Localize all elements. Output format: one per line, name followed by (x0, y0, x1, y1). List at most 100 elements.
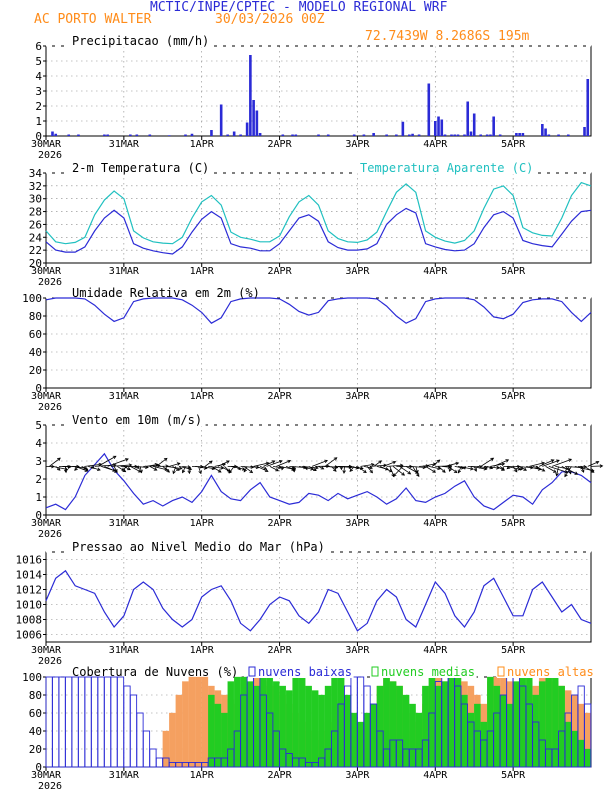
cloud-bar-1 (337, 676, 345, 768)
y-tick-label: 24 (29, 231, 43, 244)
cloud-bar-1 (474, 703, 481, 768)
wind-arrow-head (243, 468, 247, 473)
precip-bar (401, 121, 405, 136)
y-tick-label: 0 (35, 509, 42, 522)
title-bg (70, 34, 213, 47)
x-tick-label: 31MAR (109, 139, 140, 150)
precip-bar (417, 134, 421, 136)
wind-arrow-head (457, 469, 462, 474)
wind-arrow (529, 462, 545, 467)
x-tick-label: 5APR (501, 139, 526, 150)
precip-bar (103, 134, 106, 136)
wind-arrow (107, 458, 129, 467)
wind-arrow-head (278, 465, 282, 470)
wind-arrow (448, 466, 458, 473)
y-tick-label: 100 (22, 292, 42, 305)
precip-bar (395, 134, 398, 136)
x-tick-label: 3APR (345, 266, 370, 277)
precip-bar (281, 134, 285, 136)
cloud-bar-1 (454, 676, 462, 768)
wind-arrow (113, 466, 118, 473)
wind-arrow (208, 466, 224, 469)
y-tick-label: 80 (29, 689, 42, 702)
cloud-bar-1 (240, 676, 248, 768)
wind-arrow-head (371, 462, 375, 467)
page-title: MCTIC/INPE/CPTEC - MODELO REGIONAL WRF (150, 0, 448, 15)
wind-arrow (438, 466, 446, 473)
cloud-bar-0 (188, 676, 196, 768)
y-tick-label: 3 (35, 85, 42, 98)
wind-arrow (182, 466, 186, 473)
y-tick-label: 32 (29, 180, 42, 193)
legend-swatch (248, 666, 256, 677)
title-bg (70, 540, 328, 553)
legend-bg (371, 665, 477, 678)
series-line (45, 452, 592, 511)
x-year-label: 2026 (38, 781, 62, 792)
wind-arrow-head (416, 473, 420, 478)
cloud-bar-1 (396, 685, 403, 768)
wind-arrow-head (342, 470, 346, 474)
wind-arrow (334, 466, 352, 468)
wind-arrow (228, 466, 235, 474)
x-tick-label: 3APR (345, 391, 370, 402)
cloud-bar-1 (350, 712, 358, 768)
y-tick-label: 22 (29, 244, 42, 257)
wind-arrow (121, 466, 128, 471)
precip-bar (557, 134, 560, 136)
x-tick-label: 1APR (190, 645, 215, 656)
wind-arrow-head (462, 465, 467, 470)
wind-arrow-head (378, 460, 383, 464)
precip-bar (372, 133, 375, 136)
temp-apparent-legend: Temperatura Aparente (C) (360, 161, 533, 175)
wind-arrow (97, 455, 117, 467)
wind-arrow-head (175, 467, 180, 471)
panel-rh (43, 286, 592, 392)
wind-arrow (331, 466, 337, 472)
wind-arrow-head (176, 462, 181, 466)
wind-arrow (493, 459, 509, 467)
wind-arrow (52, 466, 68, 470)
wind-arrow-head (128, 463, 133, 467)
title-bg (70, 286, 264, 299)
y-tick-label: 20 (29, 257, 42, 270)
cloud-bar-1 (214, 703, 222, 768)
y-tick-label: 80 (29, 310, 42, 323)
cloud-bar-1 (279, 685, 287, 768)
wind-arrow (564, 466, 572, 477)
cloud-legend-label: nuvens baixas (258, 665, 352, 679)
legend-swatch (497, 666, 505, 677)
wind-arrow-head (339, 466, 344, 471)
wind-arrow-head (407, 470, 412, 475)
wind-arrow-head (313, 467, 317, 472)
wind-arrow (473, 466, 477, 472)
cloud-bar-1 (551, 676, 559, 768)
wind-arrow-head (568, 458, 573, 462)
wind-arrow (139, 466, 142, 473)
wind-arrow-head (249, 469, 254, 474)
precip-bar (249, 55, 252, 136)
wind-arrow-head (187, 470, 191, 475)
precip-bar (258, 133, 262, 136)
wind-arrow (110, 464, 132, 467)
run-date: 30/03/2026 00Z (215, 12, 325, 27)
x-tick-label: 2APR (268, 518, 293, 529)
wind-arrow (584, 466, 595, 473)
cloud-bar-1 (571, 730, 578, 768)
x-tick-label: 31MAR (109, 266, 140, 277)
title-bg (70, 161, 213, 174)
cloud-bar-2 (123, 685, 131, 768)
wind-arrow (123, 466, 131, 470)
y-tick-label: 20 (29, 743, 42, 756)
cloud-bar-1 (493, 685, 501, 768)
wind-arrow-head (164, 467, 169, 472)
precip-bar (463, 134, 466, 136)
wind-arrow (535, 466, 545, 472)
x-tick-label: 31MAR (109, 770, 140, 781)
wind-arrow-head (501, 466, 505, 471)
precip-bar (255, 110, 259, 136)
wind-arrow (349, 466, 355, 472)
precip-bar (294, 134, 298, 136)
y-tick-label: 1016 (16, 554, 43, 567)
